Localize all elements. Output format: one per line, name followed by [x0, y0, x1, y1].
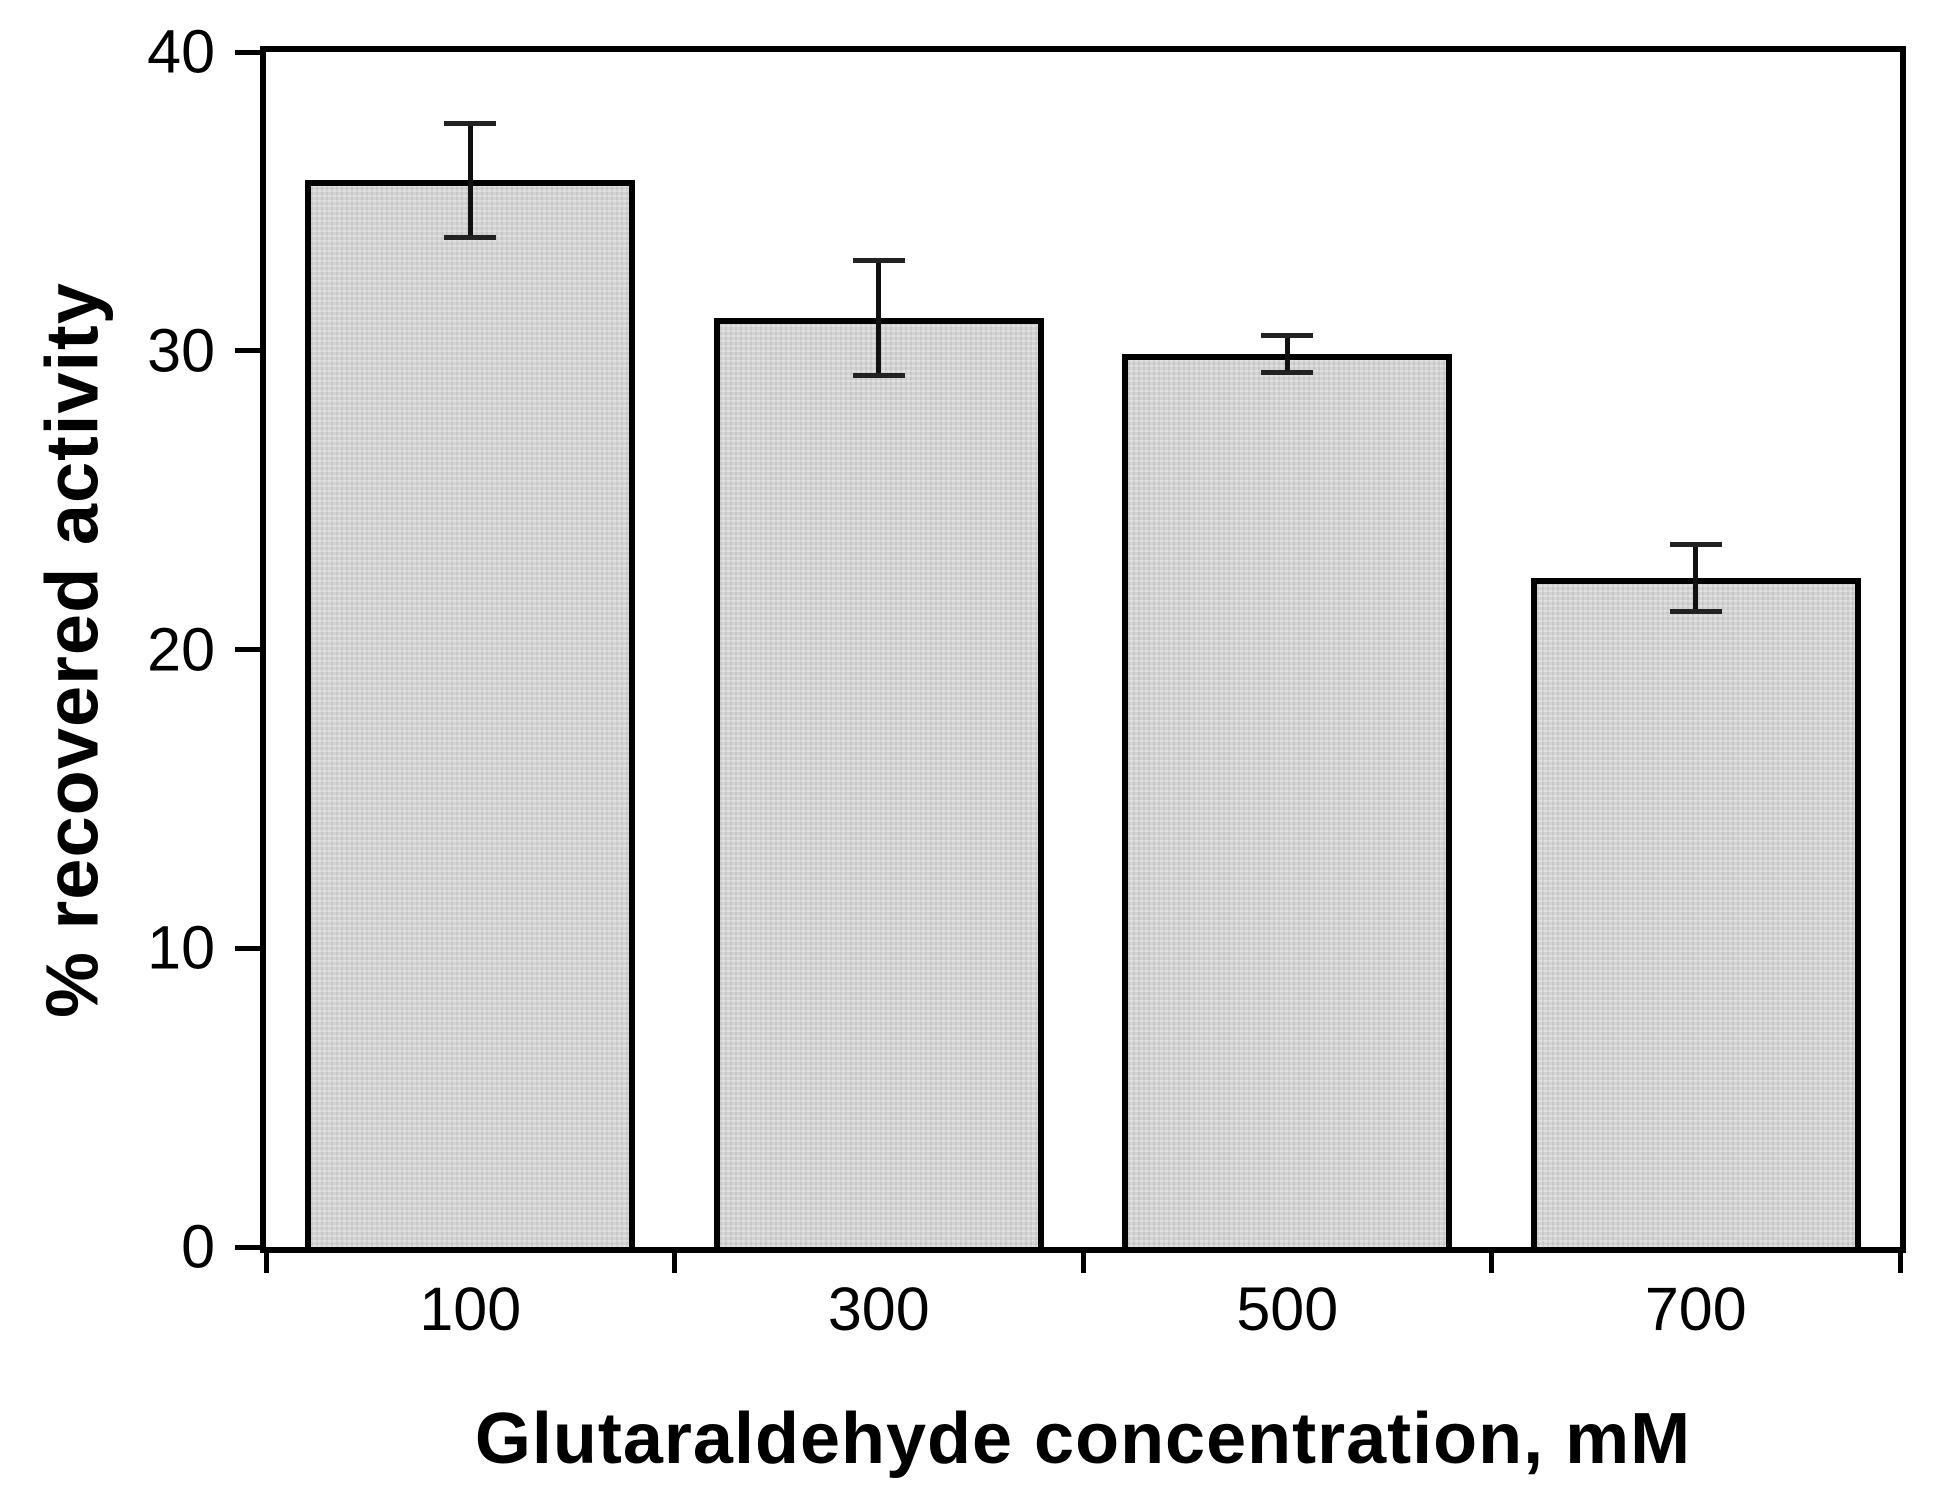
- x-axis-title: Glutaraldehyde concentration, mM: [474, 1399, 1692, 1479]
- y-axis-tick: [235, 49, 260, 55]
- x-axis-tick: [263, 1253, 269, 1273]
- bar-100mM: [305, 180, 636, 1247]
- error-bar-cap-bottom: [1261, 369, 1314, 375]
- error-bar-700mM: [1669, 541, 1722, 614]
- y-axis-tick-label: 40: [147, 17, 215, 86]
- error-bar-stem: [876, 258, 882, 378]
- error-bar-stem: [1693, 541, 1699, 614]
- x-axis-tick: [672, 1253, 677, 1273]
- y-axis-tick: [235, 945, 260, 951]
- y-axis-tick-label: 0: [181, 1212, 215, 1281]
- error-bar-cap-top: [1261, 332, 1314, 338]
- bar-700mM: [1530, 577, 1861, 1247]
- error-bar-cap-bottom: [444, 235, 497, 241]
- error-bar-500mM: [1261, 332, 1314, 375]
- x-axis-tick-label: 100: [419, 1275, 522, 1343]
- error-bar-stem: [1284, 332, 1290, 375]
- plot-inner-layer: 0 10 20 30 40 100 300 500 700: [147, 21, 1903, 1340]
- error-bar-stem: [467, 120, 473, 241]
- error-bar-cap-top: [852, 258, 905, 264]
- y-axis-tick-label: 10: [147, 913, 215, 982]
- x-axis-tick-label: 500: [1236, 1275, 1339, 1343]
- x-axis-tick: [1080, 1253, 1086, 1273]
- y-axis-tick: [235, 348, 260, 354]
- error-bar-300mM: [852, 258, 905, 378]
- y-axis-tick-label: 30: [147, 316, 215, 385]
- error-bar-100mM: [444, 120, 497, 241]
- bar-300mM: [713, 317, 1044, 1247]
- plot-area: 0 10 20 30 40 100 300 500 700: [147, 21, 1906, 1340]
- error-bar-cap-top: [444, 120, 497, 126]
- y-axis-tick: [235, 1244, 260, 1250]
- error-bar-cap-top: [1669, 541, 1722, 547]
- error-bar-cap-bottom: [852, 372, 905, 378]
- bar-500mM: [1122, 353, 1453, 1247]
- error-bar-cap-bottom: [1669, 608, 1722, 614]
- x-axis-tick-label: 300: [827, 1275, 930, 1343]
- x-axis-tick: [1897, 1253, 1903, 1273]
- x-axis-tick: [1489, 1253, 1494, 1273]
- y-axis-tick-label: 20: [147, 615, 215, 683]
- x-axis-tick-label: 700: [1644, 1275, 1747, 1343]
- y-axis-tick: [235, 647, 260, 652]
